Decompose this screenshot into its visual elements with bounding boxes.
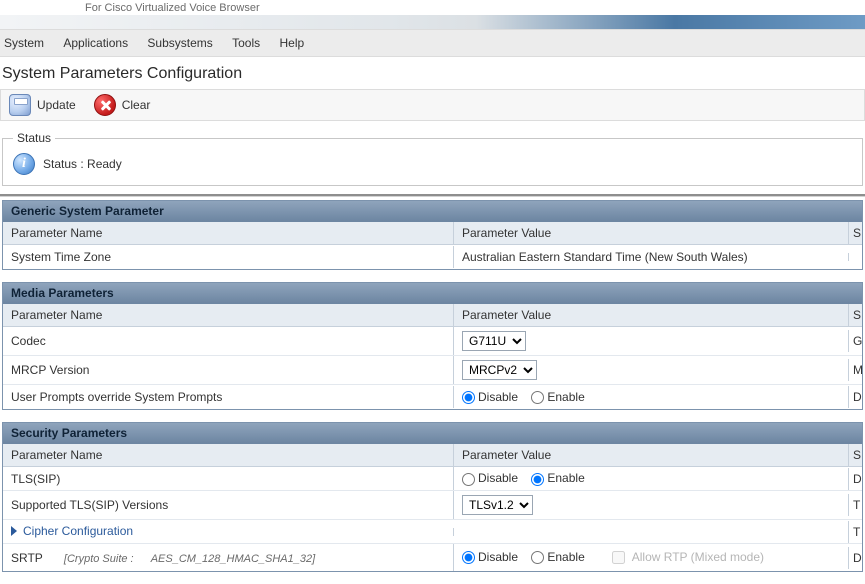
param-suffix: D — [848, 386, 862, 408]
divider — [0, 196, 865, 197]
param-suffix: T — [848, 521, 862, 543]
toolbar: Update Clear — [0, 89, 865, 121]
section-header: Security Parameters — [3, 423, 862, 444]
page-title: System Parameters Configuration — [0, 57, 865, 89]
section-security: Security Parameters Parameter Name Param… — [2, 422, 863, 572]
param-value: Australian Eastern Standard Time (New So… — [453, 246, 848, 268]
param-suffix: G — [848, 330, 862, 352]
cipher-label: Cipher Configuration — [23, 524, 133, 538]
override-disable[interactable]: Disable — [462, 390, 518, 404]
col-name: Parameter Name — [3, 222, 453, 244]
param-name: System Time Zone — [3, 246, 453, 268]
disk-icon — [9, 94, 31, 116]
table-row: Cipher Configuration T — [3, 520, 862, 544]
info-icon: i — [13, 153, 35, 175]
branding-subtitle: For Cisco Virtualized Voice Browser — [0, 0, 865, 15]
codec-select[interactable]: G711U — [462, 331, 526, 351]
clear-icon — [94, 94, 116, 116]
table-row: Codec G711U G — [3, 327, 862, 356]
column-header: Parameter Name Parameter Value S — [3, 222, 862, 245]
table-row: TLS(SIP) Disable Enable D — [3, 467, 862, 491]
param-suffix: M — [848, 359, 862, 381]
column-header: Parameter Name Parameter Value S — [3, 444, 862, 467]
srtp-label: SRTP — [11, 551, 43, 565]
menu-help[interactable]: Help — [275, 34, 316, 52]
section-header: Generic System Parameter — [3, 201, 862, 222]
srtp-enable[interactable]: Enable — [531, 550, 584, 564]
table-row: User Prompts override System Prompts Dis… — [3, 385, 862, 409]
update-button[interactable]: Update — [9, 94, 76, 116]
section-header: Media Parameters — [3, 283, 862, 304]
clear-label: Clear — [122, 98, 151, 112]
param-name: Codec — [3, 330, 453, 352]
col-suffix: S — [848, 304, 862, 326]
tls-disable[interactable]: Disable — [462, 471, 518, 485]
col-suffix: S — [848, 444, 862, 466]
cipher-expander[interactable]: Cipher Configuration — [11, 524, 133, 538]
mrcp-select[interactable]: MRCPv2 — [462, 360, 537, 380]
param-suffix: T — [848, 494, 862, 516]
update-label: Update — [37, 98, 76, 112]
col-value: Parameter Value — [453, 304, 848, 326]
param-name: TLS(SIP) — [3, 468, 453, 490]
override-enable[interactable]: Enable — [531, 390, 584, 404]
status-text: Status : Ready — [43, 157, 122, 171]
param-suffix: D — [848, 468, 862, 490]
status-legend: Status — [13, 131, 55, 145]
chevron-right-icon — [11, 526, 17, 536]
param-name: Supported TLS(SIP) Versions — [3, 494, 453, 516]
menu-applications[interactable]: Applications — [59, 34, 140, 52]
tls-enable[interactable]: Enable — [531, 471, 584, 485]
clear-button[interactable]: Clear — [94, 94, 151, 116]
menu-system[interactable]: System — [0, 34, 56, 52]
tls-version-select[interactable]: TLSv1.2 — [462, 495, 533, 515]
column-header: Parameter Name Parameter Value S — [3, 304, 862, 327]
col-name: Parameter Name — [3, 444, 453, 466]
srtp-disable[interactable]: Disable — [462, 550, 518, 564]
col-value: Parameter Value — [453, 444, 848, 466]
table-row: SRTP [Crypto Suite : AES_CM_128_HMAC_SHA… — [3, 544, 862, 571]
menubar: System Applications Subsystems Tools Hel… — [0, 29, 865, 57]
header-gradient — [0, 15, 865, 29]
menu-subsystems[interactable]: Subsystems — [143, 34, 224, 52]
table-row: Supported TLS(SIP) Versions TLSv1.2 T — [3, 491, 862, 520]
table-row: System Time Zone Australian Eastern Stan… — [3, 245, 862, 269]
param-suffix: D — [848, 547, 862, 569]
col-value: Parameter Value — [453, 222, 848, 244]
section-generic: Generic System Parameter Parameter Name … — [2, 200, 863, 270]
allow-rtp-checkbox — [612, 551, 625, 564]
status-fieldset: Status i Status : Ready — [2, 131, 863, 186]
section-media: Media Parameters Parameter Name Paramete… — [2, 282, 863, 410]
param-name: User Prompts override System Prompts — [3, 386, 453, 408]
allow-rtp: Allow RTP (Mixed mode) — [608, 550, 764, 564]
param-suffix — [848, 253, 862, 261]
col-suffix: S — [848, 222, 862, 244]
table-row: MRCP Version MRCPv2 M — [3, 356, 862, 385]
param-name: MRCP Version — [3, 359, 453, 381]
col-name: Parameter Name — [3, 304, 453, 326]
menu-tools[interactable]: Tools — [228, 34, 272, 52]
crypto-suite: [Crypto Suite : AES_CM_128_HMAC_SHA1_32] — [64, 553, 315, 565]
